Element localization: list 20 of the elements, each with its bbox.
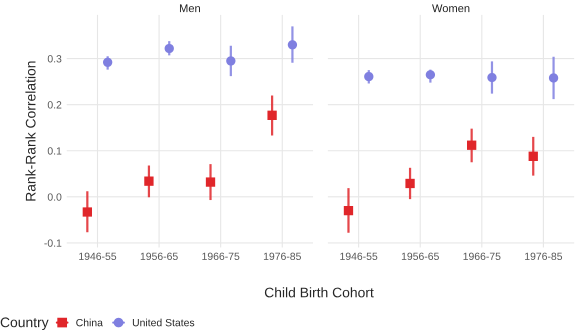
legend-label: China [76,318,103,326]
x-tick-label: 1956-65 [140,252,178,260]
x-axis-title: Child Birth Cohort [264,287,374,298]
x-tick-label: 1976-85 [264,252,301,260]
y-axis-title: Rank-Rank Correlation [25,61,36,201]
y-tick-label: 0.3 [48,55,62,62]
x-tick-label: 1946-55 [79,252,116,260]
legend-title: Country [0,317,49,330]
chart-title: Women [432,4,470,12]
y-tick-label: 0.2 [48,101,62,109]
x-tick-label: 1966-75 [463,252,500,260]
legend-label: United States [132,318,194,326]
chart-title: Men [180,4,200,12]
y-tick-label: 0.0 [48,193,62,201]
y-tick-label: 0.1 [48,147,62,155]
x-tick-label: 1966-75 [202,252,240,260]
y-tick-label: -0.1 [44,239,62,247]
x-tick-label: 1956-65 [402,252,439,260]
x-tick-label: 1976-85 [525,252,562,260]
x-tick-label: 1946-55 [340,252,378,260]
